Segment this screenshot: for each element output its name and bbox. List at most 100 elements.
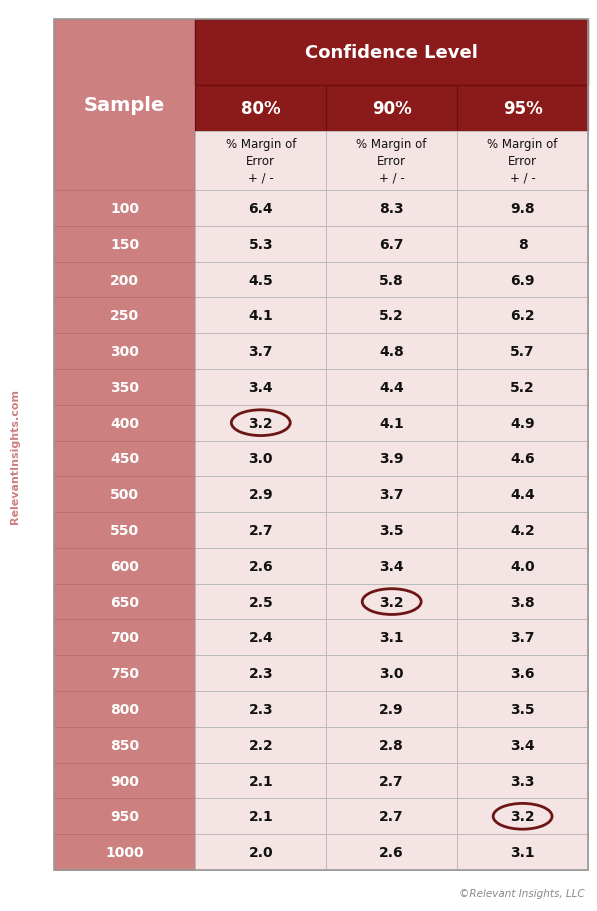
Bar	[195, 476, 326, 513]
Text: 2.1: 2.1	[248, 809, 273, 824]
Bar	[326, 513, 457, 548]
Bar	[54, 262, 195, 298]
Text: 750: 750	[110, 667, 139, 681]
Text: 90%: 90%	[372, 100, 411, 118]
Bar	[457, 370, 588, 405]
Bar	[54, 191, 195, 227]
Bar	[457, 227, 588, 262]
Bar	[457, 298, 588, 333]
Text: 6.7: 6.7	[380, 238, 404, 251]
Bar	[195, 691, 326, 727]
Bar	[457, 262, 588, 298]
Bar	[326, 262, 457, 298]
Text: 5.8: 5.8	[379, 273, 404, 287]
Text: 8.3: 8.3	[379, 201, 404, 216]
Bar	[54, 548, 195, 584]
Text: 4.6: 4.6	[510, 452, 535, 466]
Text: 1000: 1000	[105, 845, 144, 859]
Text: % Margin of
Error
+ / -: % Margin of Error + / -	[226, 138, 296, 184]
Bar	[457, 131, 588, 191]
Text: 850: 850	[110, 738, 139, 752]
Text: 6.9: 6.9	[510, 273, 535, 287]
Bar	[457, 405, 588, 441]
Bar	[326, 333, 457, 370]
Bar	[457, 513, 588, 548]
Text: 6.4: 6.4	[248, 201, 273, 216]
Text: 4.9: 4.9	[510, 416, 535, 430]
Text: 900: 900	[110, 773, 139, 788]
Bar	[326, 227, 457, 262]
Text: 4.4: 4.4	[510, 487, 535, 502]
Text: 4.2: 4.2	[510, 524, 535, 537]
Bar	[54, 656, 195, 691]
Text: 3.2: 3.2	[379, 595, 404, 609]
Bar	[326, 476, 457, 513]
Text: 700: 700	[110, 630, 139, 645]
Bar	[54, 227, 195, 262]
Text: 3.1: 3.1	[379, 630, 404, 645]
Text: 4.4: 4.4	[379, 381, 404, 394]
Bar	[326, 584, 457, 619]
Text: % Margin of
Error
+ / -: % Margin of Error + / -	[356, 138, 427, 184]
Bar	[54, 20, 588, 870]
Text: 2.4: 2.4	[248, 630, 273, 645]
Bar	[457, 656, 588, 691]
Text: 150: 150	[110, 238, 139, 251]
Bar	[195, 799, 326, 834]
Text: 9.8: 9.8	[510, 201, 535, 216]
Text: 4.5: 4.5	[248, 273, 273, 287]
Text: 800: 800	[110, 702, 139, 716]
Text: ©Relevant Insights, LLC: ©Relevant Insights, LLC	[460, 888, 585, 897]
Text: 2.6: 2.6	[379, 845, 404, 859]
Bar	[195, 619, 326, 656]
Text: 2.3: 2.3	[248, 702, 273, 716]
Text: 3.2: 3.2	[248, 416, 273, 430]
Text: 2.5: 2.5	[248, 595, 273, 609]
Bar	[195, 834, 326, 870]
Text: 95%: 95%	[503, 100, 543, 118]
Bar	[326, 298, 457, 333]
Text: 2.7: 2.7	[379, 809, 404, 824]
Text: 4.1: 4.1	[248, 309, 273, 323]
Text: 300: 300	[110, 344, 139, 359]
Bar	[195, 763, 326, 799]
Bar	[457, 763, 588, 799]
Text: 3.0: 3.0	[248, 452, 273, 466]
Bar	[54, 20, 195, 191]
Bar	[195, 513, 326, 548]
Text: 3.5: 3.5	[379, 524, 404, 537]
Text: 6.2: 6.2	[510, 309, 535, 323]
Text: 550: 550	[110, 524, 139, 537]
Bar	[457, 476, 588, 513]
Bar	[457, 834, 588, 870]
Text: 3.2: 3.2	[510, 809, 535, 824]
Bar	[326, 405, 457, 441]
Text: 3.9: 3.9	[380, 452, 404, 466]
Text: 3.4: 3.4	[510, 738, 535, 752]
Bar	[195, 727, 326, 763]
Text: 5.2: 5.2	[379, 309, 404, 323]
Bar	[326, 799, 457, 834]
Text: 3.6: 3.6	[510, 667, 535, 681]
Text: 5.3: 5.3	[248, 238, 273, 251]
Text: 2.9: 2.9	[248, 487, 273, 502]
Text: 3.7: 3.7	[248, 344, 273, 359]
Bar	[326, 87, 457, 131]
Bar	[326, 548, 457, 584]
Bar	[457, 87, 588, 131]
Bar	[326, 441, 457, 476]
Bar	[54, 298, 195, 333]
Text: 2.0: 2.0	[248, 845, 273, 859]
Text: 3.1: 3.1	[510, 845, 535, 859]
Bar	[457, 548, 588, 584]
Bar	[54, 799, 195, 834]
Text: 2.2: 2.2	[248, 738, 273, 752]
Text: 450: 450	[110, 452, 139, 466]
Bar	[457, 727, 588, 763]
Text: % Margin of
Error
+ / -: % Margin of Error + / -	[487, 138, 558, 184]
Bar	[195, 584, 326, 619]
Bar	[326, 619, 457, 656]
Text: 2.7: 2.7	[379, 773, 404, 788]
Text: 3.5: 3.5	[510, 702, 535, 716]
Text: Sample: Sample	[84, 96, 165, 115]
